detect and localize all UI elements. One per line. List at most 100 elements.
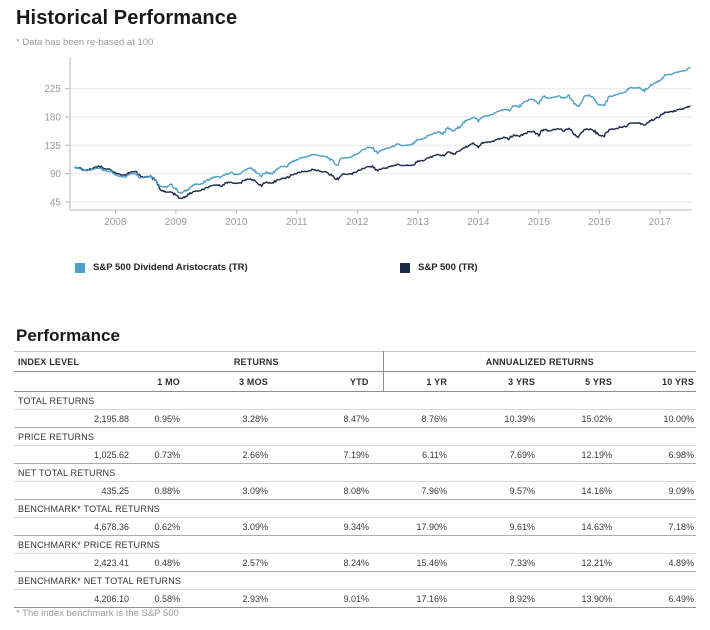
chart-gridlines	[70, 88, 692, 203]
sp500-tr-line	[74, 105, 691, 199]
svg-text:135: 135	[44, 141, 61, 152]
table-row-label: BENCHMARK* NET TOTAL RETURNS	[14, 572, 697, 590]
table-row-values: 435.25 0.88% 3.09% 8.08% 7.96% 9.57% 14.16% 9.0…	[14, 482, 697, 500]
table-row-values: 1,025.62 0.73% 2.66% 7.19% 6.11% 7.69% 12.19% 6…	[14, 446, 697, 464]
table-row-label: BENCHMARK* PRICE RETURNS	[14, 536, 697, 554]
group-header-index-level: INDEX LEVEL	[18, 356, 80, 367]
table-column-header-row: 1 MO 3 MOS YTD 1 YR 3 YRS 5 YRS 10 YRS	[14, 371, 697, 392]
return-value: 0.73%	[154, 449, 180, 460]
table-row-label: BENCHMARK* TOTAL RETURNS	[14, 500, 697, 518]
return-value: 7.18%	[668, 521, 695, 532]
column-header-10-yrs: 10 YRS	[662, 376, 695, 387]
return-value: 3.28%	[242, 413, 268, 424]
return-value: 2.57%	[242, 557, 268, 568]
return-value: 2.93%	[242, 593, 268, 604]
return-value: 9.09%	[668, 485, 695, 496]
table-row-values: 4,206.10 0.58% 2.93% 9.01% 17.16% 8.92% 13.90%…	[14, 590, 697, 608]
return-value: 15.02%	[581, 413, 613, 424]
svg-text:2011: 2011	[286, 217, 308, 228]
svg-text:2010: 2010	[225, 217, 248, 228]
table-row-values: 4,678.36 0.62% 3.09% 9.34% 17.90% 9.61% 14.63%…	[14, 518, 697, 536]
column-header-5-yrs: 5 YRS	[585, 376, 613, 387]
column-header-3-mos: 3 MOS	[238, 376, 268, 387]
return-value: 9.61%	[509, 521, 536, 532]
return-value: 14.63%	[581, 521, 613, 532]
svg-text:2012: 2012	[346, 217, 369, 228]
row-label: PRICE RETURNS	[18, 431, 95, 442]
column-header-1-mo: 1 MO	[157, 376, 180, 387]
index-level-value: 4,206.10	[93, 593, 129, 604]
aristocrats-legend-swatch-icon	[75, 262, 85, 273]
return-value: 12.19%	[581, 449, 613, 460]
table-row-label: TOTAL RETURNS	[14, 392, 697, 410]
return-value: 2.66%	[242, 449, 268, 460]
page-title: Historical Performance	[16, 7, 238, 29]
index-level-value: 1,025.62	[93, 449, 129, 460]
return-value: 17.16%	[416, 593, 448, 604]
index-level-value: 435.25	[101, 485, 129, 496]
dividend-aristocrats-line	[74, 66, 691, 194]
return-value: 7.19%	[343, 449, 370, 460]
return-value: 8.76%	[421, 413, 448, 424]
performance-table: INDEX LEVEL RETURNS ANNUALIZED RETURNS 1…	[14, 351, 697, 608]
svg-text:180: 180	[44, 113, 61, 124]
legend-label: S&P 500 Dividend Aristocrats (TR)	[93, 262, 248, 273]
return-value: 9.57%	[509, 485, 536, 496]
return-value: 9.34%	[343, 521, 370, 532]
svg-text:2014: 2014	[467, 217, 490, 228]
return-value: 10.39%	[504, 413, 536, 424]
return-value: 0.58%	[154, 593, 180, 604]
return-value: 0.62%	[154, 521, 180, 532]
table-group-header-row: INDEX LEVEL RETURNS ANNUALIZED RETURNS	[14, 351, 697, 372]
chart-axes	[65, 57, 692, 214]
index-level-value: 4,678.36	[93, 521, 129, 532]
return-value: 17.90%	[416, 521, 448, 532]
chart-x-tick-labels: 2008 2009 2010 2011 2012 2013 2014 2015 2016 2017	[104, 217, 671, 228]
group-header-returns: RETURNS	[233, 356, 279, 367]
svg-text:2009: 2009	[165, 217, 188, 228]
svg-text:2016: 2016	[588, 217, 611, 228]
chart-rebase-note: * Data has been re-based at 100	[16, 37, 154, 48]
return-value: 7.96%	[421, 485, 448, 496]
return-value: 0.95%	[154, 413, 180, 424]
svg-text:2008: 2008	[104, 217, 127, 228]
return-value: 6.49%	[668, 593, 695, 604]
return-value: 0.88%	[154, 485, 180, 496]
row-label: TOTAL RETURNS	[18, 395, 95, 406]
column-header-ytd: YTD	[349, 376, 369, 387]
svg-text:2015: 2015	[528, 217, 551, 228]
legend-item-sp500: S&P 500 (TR)	[400, 262, 477, 273]
return-value: 14.16%	[581, 485, 613, 496]
return-value: 8.92%	[509, 593, 536, 604]
legend-label: S&P 500 (TR)	[418, 262, 478, 273]
return-value: 3.09%	[242, 521, 268, 532]
return-value: 9.01%	[343, 593, 370, 604]
table-row-values: 2,423.41 0.48% 2.57% 8.24% 15.46% 7.33% 12.21%…	[14, 554, 697, 572]
return-value: 8.24%	[343, 557, 370, 568]
row-label: BENCHMARK* NET TOTAL RETURNS	[18, 575, 182, 586]
return-value: 0.48%	[154, 557, 180, 568]
table-row-label: PRICE RETURNS	[14, 428, 697, 446]
chart-y-tick-labels: 45 90 135 180 225	[44, 84, 61, 208]
return-value: 6.98%	[668, 449, 695, 460]
table-row-label: NET TOTAL RETURNS	[14, 464, 697, 482]
return-value: 8.08%	[343, 485, 370, 496]
return-value: 6.11%	[422, 449, 448, 460]
column-header-1-yr: 1 YR	[382, 371, 462, 392]
empty-header-cell	[14, 372, 130, 392]
svg-text:45: 45	[50, 198, 62, 209]
return-value: 7.69%	[509, 449, 536, 460]
row-label: NET TOTAL RETURNS	[18, 467, 116, 478]
svg-text:2017: 2017	[649, 217, 672, 228]
sp500-legend-swatch-icon	[400, 262, 410, 273]
return-value: 4.89%	[668, 557, 695, 568]
return-value: 8.47%	[343, 413, 370, 424]
table-row-values: 2,195.88 0.95% 3.28% 8.47% 8.76% 10.39% 15.02%…	[14, 410, 697, 428]
svg-text:90: 90	[50, 169, 62, 180]
return-value: 10.00%	[663, 413, 695, 424]
group-header-annualized-returns: ANNUALIZED RETURNS	[382, 351, 697, 372]
performance-section-title: Performance	[16, 326, 120, 345]
column-header-3-yrs: 3 YRS	[508, 376, 536, 387]
legend-item-aristocrats: S&P 500 Dividend Aristocrats (TR)	[75, 262, 248, 273]
